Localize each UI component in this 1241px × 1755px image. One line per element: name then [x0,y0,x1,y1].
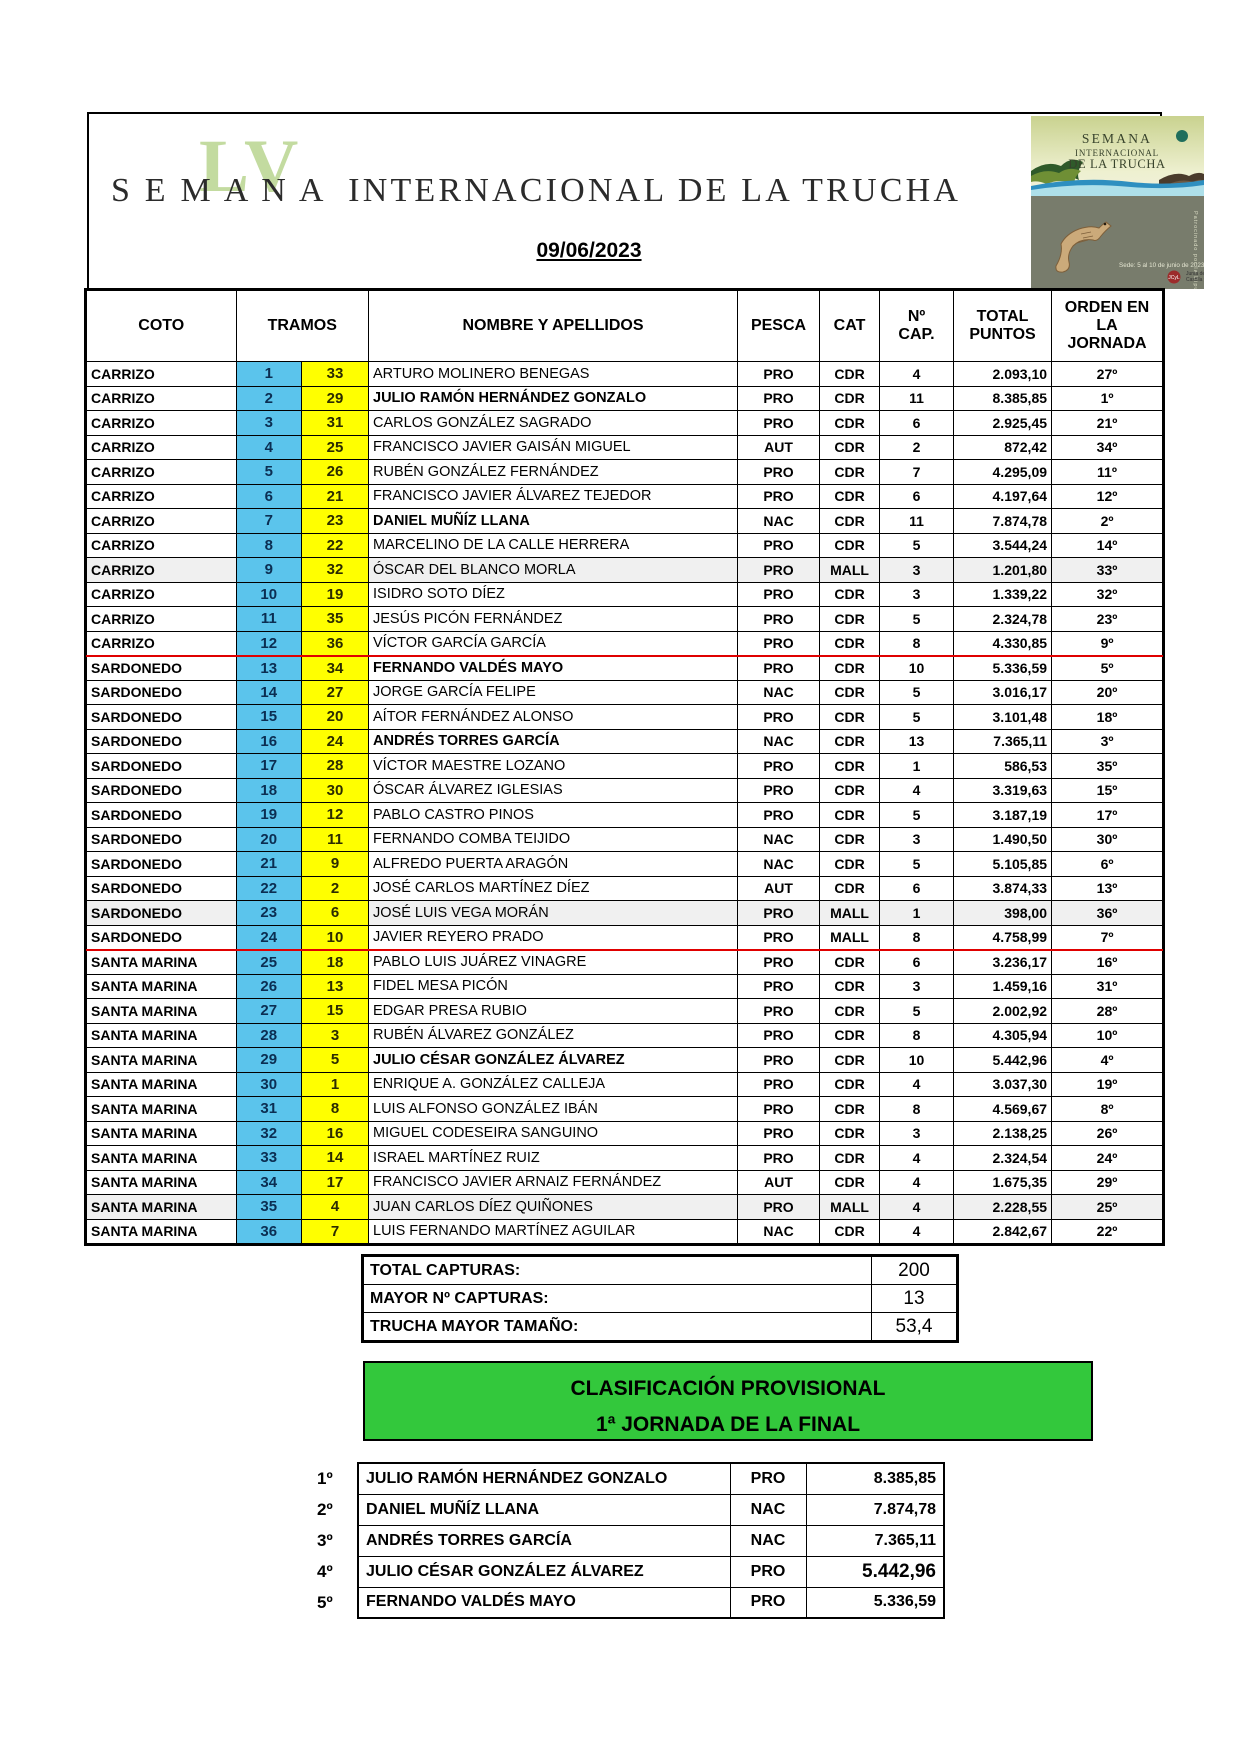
svg-text:JCyL: JCyL [1168,275,1180,281]
svg-text:DE LA TRUCHA: DE LA TRUCHA [1068,157,1165,171]
svg-text:SEMANA: SEMANA [1082,131,1152,146]
svg-text:Sede: 5 al 10 de junio de 2023: Sede: 5 al 10 de junio de 2023 [1119,262,1204,269]
svg-text:Castilla y León: Castilla y León [1186,277,1204,283]
